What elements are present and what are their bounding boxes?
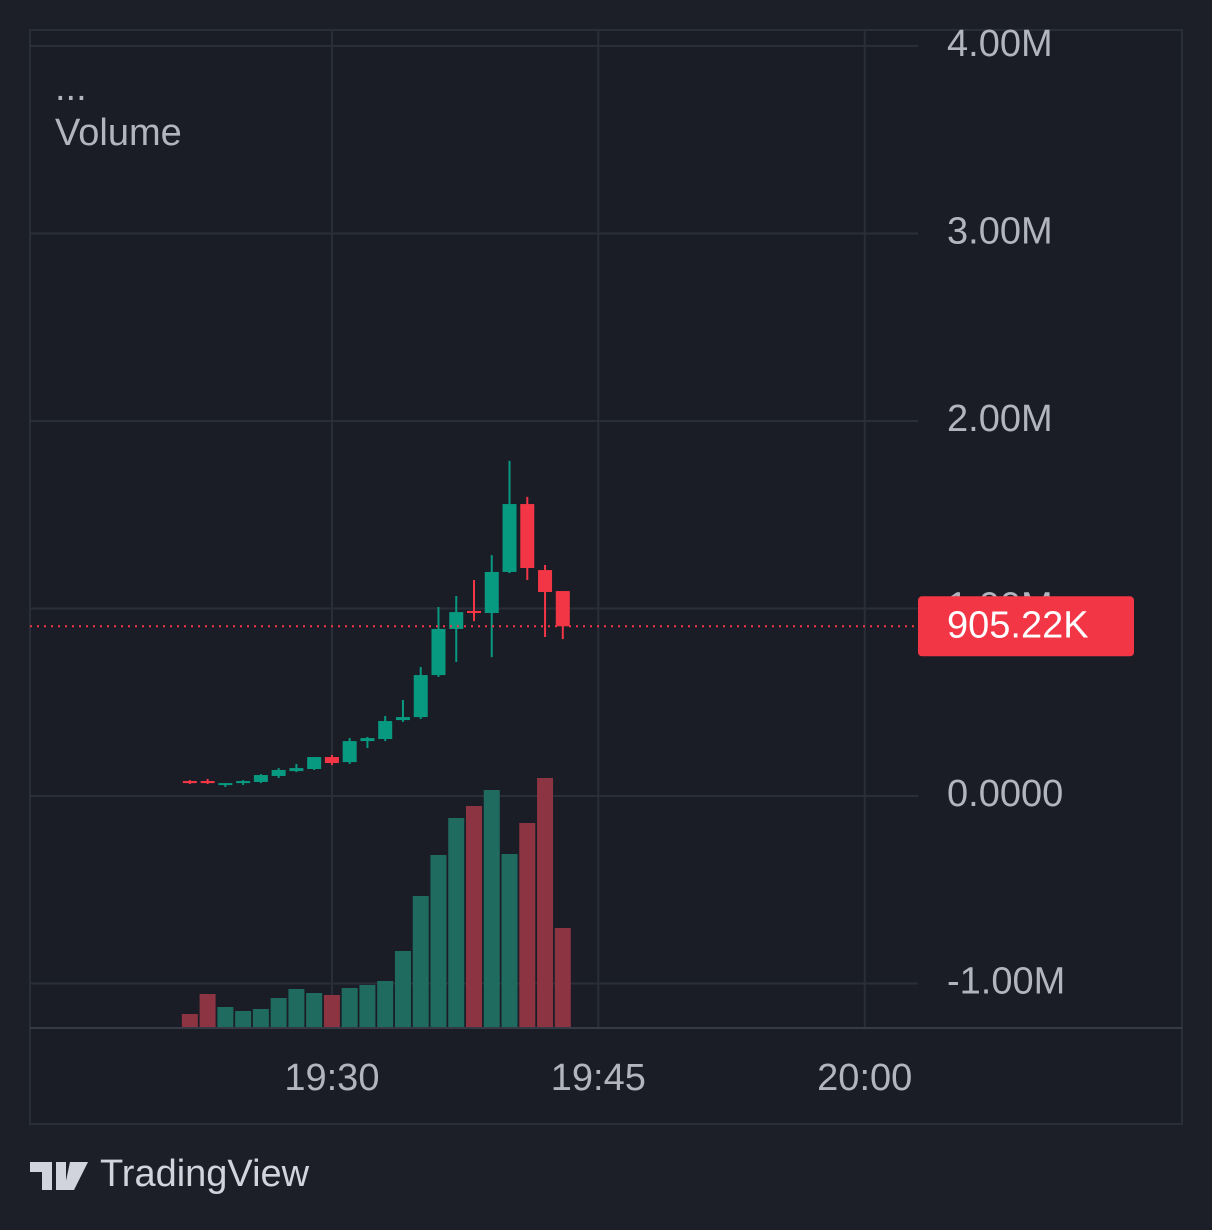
chart-frame (29, 29, 1183, 1125)
volume-bar (217, 1007, 234, 1028)
candle-body (307, 757, 322, 770)
volume-bar (483, 790, 500, 1028)
x-tick-label: 20:00 (817, 1057, 912, 1099)
volume-bar (537, 778, 554, 1028)
candle-body (413, 675, 428, 718)
candle-body (182, 781, 197, 784)
candle-body (431, 628, 446, 676)
volume-bar (430, 855, 447, 1028)
volume-bar (448, 818, 465, 1028)
grid (30, 30, 918, 1028)
volume-bar (412, 896, 429, 1028)
indicator-label: Volume (55, 112, 182, 154)
candle-body (467, 610, 481, 614)
candle-layer (182, 460, 570, 788)
volume-bar (181, 1014, 198, 1028)
candle-body (342, 741, 357, 763)
candle-body (218, 783, 233, 786)
brand-name: TradingView (100, 1153, 310, 1195)
x-tick-label: 19:45 (551, 1057, 646, 1099)
y-tick-label: 3.00M (947, 210, 1053, 252)
brand-logo (30, 1162, 88, 1190)
candle-body (324, 757, 339, 764)
candle-body (449, 612, 464, 629)
candle-body (200, 781, 215, 784)
volume-bar (288, 989, 305, 1028)
x-tick-label: 19:30 (284, 1057, 379, 1099)
volume-bar (359, 985, 376, 1028)
volume-bar (377, 981, 394, 1028)
candle-body (236, 781, 251, 784)
y-tick-label: 0.0000 (947, 773, 1063, 815)
volume-bar (394, 951, 411, 1028)
last-price-label: 905.22K (947, 604, 1089, 646)
candle-body (378, 721, 393, 740)
volume-bar (554, 928, 571, 1028)
y-tick-label: -1.00M (947, 961, 1065, 1003)
candle-body (395, 717, 410, 721)
volume-bar (323, 995, 340, 1028)
candle-body (360, 738, 375, 742)
candle-body (555, 591, 570, 627)
axis-layer: -1.00M0.00001.00M2.00M3.00M4.00M19:3019:… (30, 23, 1134, 1099)
volume-bar (341, 988, 358, 1028)
candle-body (253, 775, 268, 782)
volume-bar (235, 1011, 252, 1028)
candle-body (538, 570, 553, 593)
volume-layer (181, 778, 571, 1028)
volume-bar (270, 998, 287, 1028)
volume-bar (466, 806, 482, 1028)
volume-bar (519, 823, 536, 1028)
candle-body (271, 769, 286, 776)
candle-body (520, 504, 535, 569)
y-tick-label: 2.00M (947, 398, 1053, 440)
volume-bar (199, 994, 216, 1028)
last-price-box (918, 596, 1134, 657)
y-tick-label: 4.00M (947, 23, 1053, 65)
brand: TradingView (30, 1153, 310, 1195)
volume-bar (306, 993, 323, 1028)
candle-body (502, 504, 517, 572)
volume-bar (501, 854, 518, 1028)
volume-bar (252, 1009, 269, 1028)
candle-body (484, 571, 499, 614)
candle-body (289, 768, 304, 772)
legend-dots: ... (55, 67, 87, 109)
